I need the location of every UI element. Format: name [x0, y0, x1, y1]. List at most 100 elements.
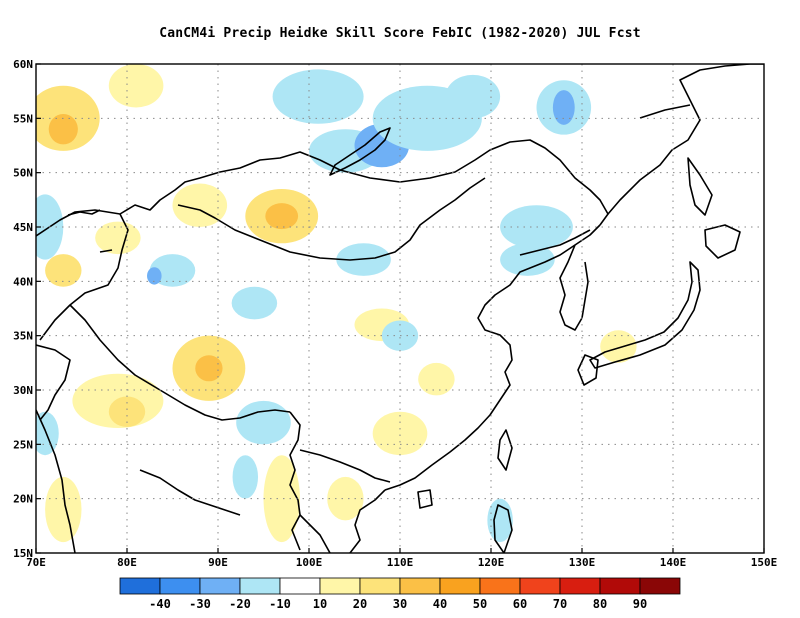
- colorbar-swatch: [519, 577, 561, 595]
- coast-indochina: [349, 489, 386, 553]
- field-patch: [108, 396, 146, 427]
- y-tick-label: 20N: [13, 493, 33, 506]
- colorbar-label: 60: [513, 597, 527, 611]
- colorbar-label: -30: [189, 597, 211, 611]
- colorbar-swatch: [599, 577, 641, 595]
- colorbar-swatch: [639, 577, 681, 595]
- border-china-korea: [519, 229, 591, 256]
- x-tick-label: 120E: [478, 556, 505, 569]
- y-tick-label: 15N: [13, 547, 33, 560]
- x-tick-label: 140E: [660, 556, 687, 569]
- colorbar-label: 20: [353, 597, 367, 611]
- coast-russian-far-east: [607, 64, 764, 215]
- field-patch: [265, 203, 299, 230]
- field-patch: [45, 476, 82, 543]
- field-patch: [172, 183, 228, 227]
- colorbar-swatch: [479, 577, 521, 595]
- colorbar-swatch: [319, 577, 361, 595]
- field-patch: [500, 243, 555, 276]
- colorbar-swatch: [119, 577, 161, 595]
- field-patch: [45, 254, 82, 287]
- coast-okhotsk: [639, 104, 691, 119]
- x-tick-label: 150E: [751, 556, 778, 569]
- field-patch: [147, 267, 162, 285]
- colorbar-label: -20: [229, 597, 251, 611]
- field-patch: [232, 455, 259, 499]
- island-hainan: [417, 489, 433, 509]
- map-title: CanCM4i Precip Heidke Skill Score FebIC …: [159, 26, 641, 41]
- coast-indochina-west: [299, 514, 331, 553]
- island-luzon: [493, 504, 513, 553]
- field-patch: [48, 113, 78, 145]
- x-tick-label: 90E: [208, 556, 228, 569]
- field-patch: [95, 221, 141, 255]
- y-tick-label: 45N: [13, 221, 33, 234]
- field-patch: [445, 74, 501, 119]
- field-patch: [272, 69, 364, 124]
- coast-korea: [559, 244, 589, 331]
- island-hokkaido: [704, 224, 741, 259]
- lake-issyk-kul: [99, 249, 113, 253]
- border-mongolia-china: [177, 177, 486, 261]
- axis-ticks: 70E 80E 90E 100E 110E 120E 130E 140E 150E 15N 20N 2…: [13, 58, 777, 569]
- island-kyushu: [577, 354, 599, 386]
- border-china-india-himalaya: [69, 304, 291, 421]
- colorbar: -40 -30 -20 -10 10 20 30 40 50 60 70 80 90: [119, 577, 681, 611]
- y-tick-label: 30N: [13, 384, 33, 397]
- island-honshu: [589, 261, 701, 369]
- y-tick-label: 35N: [13, 330, 33, 343]
- colorbar-label: 50: [473, 597, 487, 611]
- x-tick-label: 100E: [296, 556, 323, 569]
- field-patch: [552, 90, 575, 125]
- colorbar-label: 40: [433, 597, 447, 611]
- colorbar-label: -40: [149, 597, 171, 611]
- border-china-vietnam-laos: [299, 449, 391, 483]
- graticule: [36, 64, 764, 553]
- colorbar-label: -10: [269, 597, 291, 611]
- colorbar-swatch: [199, 577, 241, 595]
- lake-baikal: [329, 127, 391, 176]
- field-patch: [263, 455, 300, 543]
- colorbar-swatch: [559, 577, 601, 595]
- border-china-myanmar: [289, 411, 301, 551]
- y-tick-label: 55N: [13, 112, 33, 125]
- island-taiwan: [497, 429, 513, 471]
- border-india-pakistan: [36, 344, 71, 421]
- coast-india: [36, 409, 76, 553]
- field-patch: [327, 476, 364, 521]
- x-tick-label: 130E: [569, 556, 596, 569]
- colorbar-swatch: [399, 577, 441, 595]
- field-patch: [108, 64, 164, 108]
- y-tick-label: 60N: [13, 58, 33, 71]
- colorbar-swatch: [439, 577, 481, 595]
- y-tick-label: 25N: [13, 438, 33, 451]
- field-patch: [418, 362, 455, 396]
- field-patch: [600, 330, 637, 363]
- x-tick-label: 80E: [117, 556, 137, 569]
- field-patch: [236, 400, 291, 445]
- colorbar-swatch: [279, 577, 321, 595]
- x-tick-label: 110E: [387, 556, 414, 569]
- colorbar-label: 30: [393, 597, 407, 611]
- field-patch: [195, 355, 223, 382]
- colorbar-swatch: [159, 577, 201, 595]
- coast-bay-of-bengal: [139, 469, 241, 516]
- colorbar-label: 90: [633, 597, 647, 611]
- coastlines-borders: [36, 64, 764, 553]
- colorbar-swatch: [359, 577, 401, 595]
- colorbar-label: 10: [313, 597, 327, 611]
- y-tick-label: 40N: [13, 275, 33, 288]
- border-russia-kazakhstan: [36, 139, 609, 237]
- lake-balkhash: [67, 209, 101, 216]
- coast-china: [384, 224, 601, 491]
- colorbar-label: 70: [553, 597, 567, 611]
- colorbar-swatch: [239, 577, 281, 595]
- skill-score-field: [36, 64, 637, 543]
- x-tick-label: 70E: [26, 556, 46, 569]
- y-tick-label: 50N: [13, 167, 33, 180]
- border-china-kazakhstan: [39, 213, 129, 341]
- field-patch: [231, 286, 278, 320]
- island-sakhalin: [687, 157, 713, 216]
- colorbar-label: 80: [593, 597, 607, 611]
